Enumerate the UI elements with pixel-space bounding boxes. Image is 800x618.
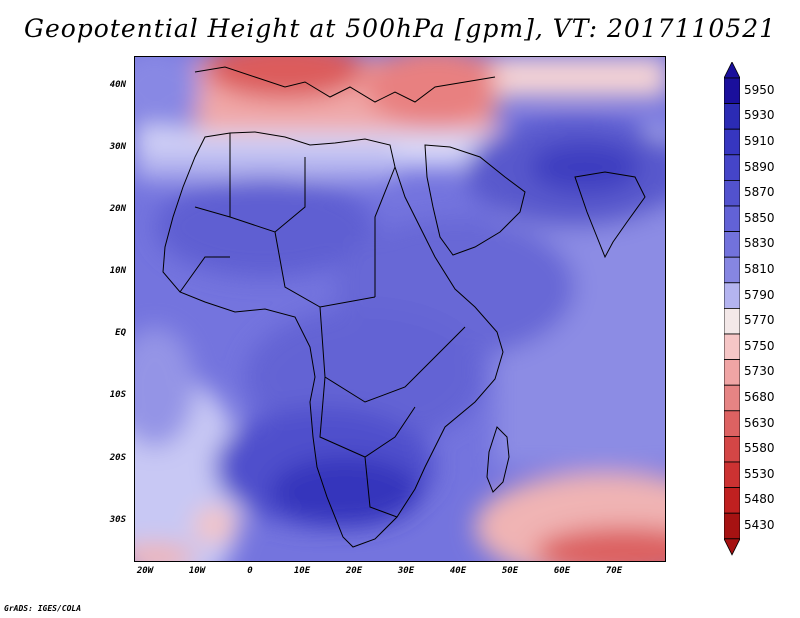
colorbar-label-5810: 5810 <box>744 262 775 276</box>
colorbar-swatch-5890 <box>724 154 740 181</box>
colorbar-top-arrow <box>724 62 740 79</box>
colorbar-label-5850: 5850 <box>744 210 775 225</box>
lon-label-20e: 20E <box>345 566 363 576</box>
colorbar-swatch-5580 <box>724 435 740 463</box>
lon-label-30e: 30E <box>397 566 415 576</box>
colorbar-swatch-5930 <box>724 103 740 130</box>
colorbar-swatch-5430 <box>724 512 740 540</box>
colorbar-label-5930: 5930 <box>744 108 775 123</box>
height-field-shading <box>135 57 665 561</box>
colorbar-label-5530: 5530 <box>744 466 775 481</box>
colorbar-swatch-5480 <box>724 487 740 514</box>
grads-credit: GrADS: IGES/COLA <box>4 604 82 613</box>
lon-label-20w: 20W <box>136 566 154 576</box>
colorbar-label-5680: 5680 <box>744 390 775 404</box>
lon-label-10e: 10E <box>293 566 311 576</box>
colorbar <box>724 62 740 556</box>
lon-label-10w: 10W <box>188 566 206 576</box>
lon-label-60e: 60E <box>553 566 571 576</box>
europe-coastline <box>194 66 496 103</box>
colorbar-swatch-5850 <box>724 205 740 233</box>
colorbar-label-5730: 5730 <box>744 364 775 379</box>
colorbar-swatch-5530 <box>724 461 740 489</box>
colorbar-swatch-5790 <box>724 282 740 309</box>
lat-label-10s: 10S <box>109 390 126 400</box>
lat-label-eq: EQ <box>115 328 126 338</box>
colorbar-label-5750: 5750 <box>744 338 775 353</box>
colorbar-swatch-5910 <box>724 128 740 156</box>
map-plot-area <box>134 56 666 562</box>
lon-label-40e: 40E <box>449 566 467 576</box>
lat-label-40n: 40N <box>109 80 126 90</box>
lat-label-30n: 30N <box>109 142 126 152</box>
colorbar-swatch-5730 <box>724 359 740 386</box>
lon-label-50e: 50E <box>501 566 519 576</box>
colorbar-label-5430: 5430 <box>744 518 775 532</box>
colorbar-swatch-5830 <box>724 231 740 258</box>
colorbar-swatch-5950 <box>724 77 740 105</box>
arabia-coastline <box>424 144 526 256</box>
colorbar-swatch-5870 <box>724 180 740 207</box>
coastlines <box>162 66 646 548</box>
colorbar-label-5480: 5480 <box>744 492 775 507</box>
lat-label-10n: 10N <box>109 266 126 276</box>
africa-coastline <box>162 131 504 548</box>
colorbar-label-5790: 5790 <box>744 287 775 302</box>
madagascar-coastline <box>486 426 510 493</box>
colorbar-label-5890: 5890 <box>744 159 775 174</box>
colorbar-label-5630: 5630 <box>744 415 775 430</box>
lon-label-0: 0 <box>247 566 253 576</box>
colorbar-label-5770: 5770 <box>744 313 775 328</box>
geopotential-field <box>135 57 665 561</box>
colorbar-swatch-5750 <box>724 333 740 361</box>
lat-label-20s: 20S <box>109 453 126 463</box>
colorbar-swatch-5630 <box>724 410 740 437</box>
colorbar-label-5950: 5950 <box>744 82 775 97</box>
colorbar-swatch-5770 <box>724 307 740 335</box>
lat-label-20n: 20N <box>109 204 126 214</box>
colorbar-swatch-5810 <box>724 256 740 284</box>
colorbar-label-5870: 5870 <box>744 185 775 200</box>
colorbar-label-5580: 5580 <box>744 441 775 456</box>
india-coastline <box>574 171 646 259</box>
colorbar-bottom-arrow <box>724 538 740 556</box>
lat-label-30s: 30S <box>109 515 126 525</box>
map-title: Geopotential Height at 500hPa [gpm], VT:… <box>23 14 777 43</box>
lon-label-70e: 70E <box>605 566 623 576</box>
colorbar-swatch-5680 <box>724 384 740 412</box>
colorbar-label-5910: 5910 <box>744 134 775 148</box>
colorbar-label-5830: 5830 <box>744 236 775 251</box>
